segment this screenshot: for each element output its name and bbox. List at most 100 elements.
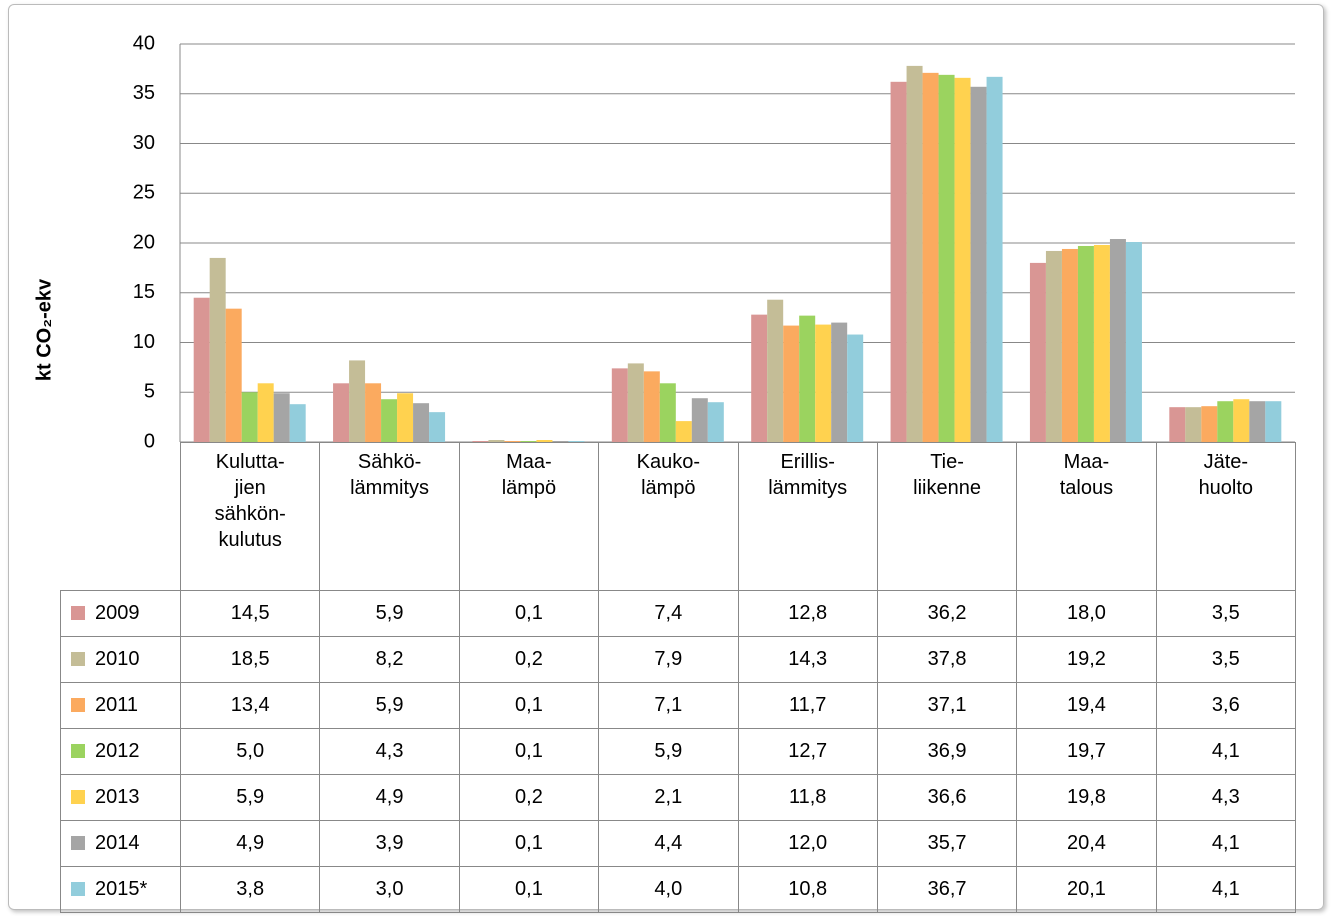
value-label: 11,7 [737,682,878,729]
value-label: 13,4 [179,682,321,729]
bar [1125,242,1142,442]
x-tick-label: Maa- lämpö [458,442,600,591]
series-row: 2009 14,5 5,9 0,1 7,4 12,8 36,2 18,0 3,5 [60,590,1297,637]
value-label: 5,9 [179,774,321,821]
bar [397,393,414,442]
value-label: 4,1 [1155,820,1297,867]
value-label: 4,9 [179,820,321,867]
value-label: 36,6 [876,774,1018,821]
bar [257,383,274,442]
value-label: 0,1 [458,590,600,637]
blank-cell [61,443,181,591]
value-label: 3,5 [1155,590,1297,637]
bar [225,308,242,442]
y-tick-label: 25 [133,182,155,204]
legend-label: 2015* [95,878,148,900]
legend-label: 2013 [95,786,140,808]
y-tick-label: 5 [144,381,155,403]
bar [751,314,768,442]
x-tick-label: Tie- liikenne [876,442,1018,591]
bar [273,393,290,442]
legend-swatch [71,606,85,620]
x-tick-label: Erillis- lämmitys [737,442,878,591]
series-row: 2013 5,9 4,9 0,2 2,1 11,8 36,6 19,8 4,3 [60,774,1297,821]
series-row: 2011 13,4 5,9 0,1 7,1 11,7 37,1 19,4 3,6 [60,682,1297,729]
value-label: 0,2 [458,636,600,683]
value-label: 12,0 [737,820,878,867]
bar [1077,245,1094,442]
y-tick-label: 20 [133,231,155,253]
bar [954,77,971,442]
bar [659,383,676,442]
bar [381,399,398,442]
value-label: 36,7 [876,866,1018,913]
value-label: 19,7 [1016,728,1157,775]
bar [536,440,553,442]
legend-swatch [71,882,85,896]
bar [1249,401,1266,442]
legend-swatch [71,790,85,804]
value-label: 4,0 [598,866,739,913]
bar [970,86,987,442]
bar [767,299,784,442]
bar [1045,250,1062,442]
value-label: 3,6 [1155,682,1297,729]
y-tick-label: 10 [133,331,155,353]
value-label: 37,1 [876,682,1018,729]
bar [1029,262,1046,442]
value-label: 5,9 [598,728,739,775]
series-row: 2010 18,5 8,2 0,2 7,9 14,3 37,8 19,2 3,5 [60,636,1297,683]
value-label: 4,1 [1155,728,1297,775]
bar [707,402,724,442]
x-tick-label: Kulutta- jien sähkön- kulutus [179,442,321,591]
bar [333,383,350,442]
bar [1201,406,1218,442]
value-label: 11,8 [737,774,878,821]
series-row: 2014 4,9 3,9 0,1 4,4 12,0 35,7 20,4 4,1 [60,820,1297,867]
value-label: 20,1 [1016,866,1157,913]
value-label: 5,9 [319,590,460,637]
value-label: 0,1 [458,866,600,913]
x-tick-label: Jäte- huolto [1155,442,1297,591]
value-label: 4,3 [319,728,460,775]
legend-swatch [71,698,85,712]
bar [241,392,258,442]
legend-entry: 2013 [60,774,181,821]
value-label: 4,1 [1155,866,1297,913]
bar [783,325,800,442]
legend-label: 2014 [95,832,140,854]
bar [1185,407,1202,442]
value-label: 10,8 [737,866,878,913]
bar [520,441,537,442]
y-tick-label: 40 [133,32,155,54]
value-label: 37,8 [876,636,1018,683]
value-label: 3,5 [1155,636,1297,683]
bar [472,441,489,442]
value-label: 5,0 [179,728,321,775]
bar [429,412,446,442]
legend-entry: 2011 [60,682,181,729]
value-label: 3,0 [319,866,460,913]
bar [365,383,382,442]
legend-label: 2012 [95,740,140,762]
bar [1109,239,1126,442]
bar [986,76,1003,443]
bar [209,257,226,442]
x-tick-label: Maa- talous [1016,442,1157,591]
bar [1265,401,1282,442]
legend-entry: 2009 [60,590,181,637]
bar [193,297,210,442]
value-label: 19,8 [1016,774,1157,821]
series-row: 2012 5,0 4,3 0,1 5,9 12,7 36,9 19,7 4,1 [60,728,1297,775]
bar [413,403,430,442]
legend-label: 2011 [95,694,139,716]
value-label: 4,4 [598,820,739,867]
bar [1061,248,1078,442]
value-label: 2,1 [598,774,739,821]
bar [568,441,585,442]
bar [643,371,660,442]
bar [611,368,628,442]
value-label: 0,1 [458,682,600,729]
bar [847,334,864,442]
legend-entry: 2015* [60,866,181,913]
